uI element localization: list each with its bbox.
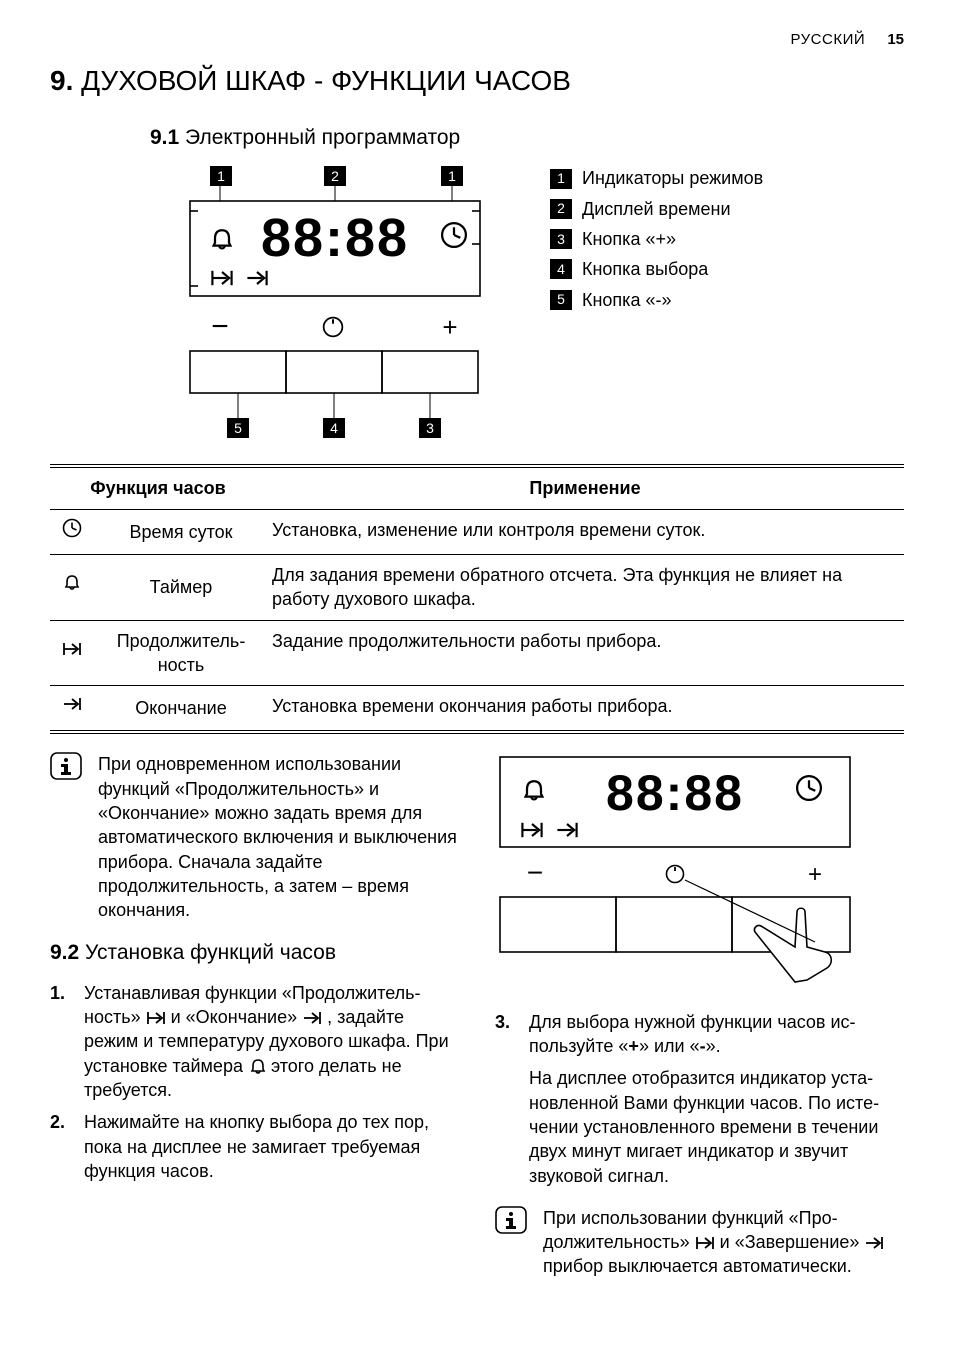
- func-desc: Установка, изменение или контроля времен…: [266, 509, 904, 554]
- legend-label: Индикаторы режимов: [582, 166, 763, 190]
- info-text: При одновременном использовании функций …: [98, 752, 459, 922]
- svg-text:3: 3: [426, 420, 434, 436]
- svg-text:2: 2: [331, 168, 339, 184]
- legend-item: 3 Кнопка «+»: [550, 227, 763, 251]
- list-item: 3. Для выбора нужной функции часов ис­по…: [495, 1010, 904, 1198]
- programmer-diagram: 88:88 − + 1 2 1: [150, 166, 520, 446]
- info-note-2: При использовании функций «Про­должитель…: [495, 1206, 904, 1279]
- legend-badge: 2: [550, 199, 572, 219]
- section-text: ДУХОВОЙ ШКАФ - ФУНКЦИИ ЧАСОВ: [81, 65, 571, 96]
- display-diagram-2: 88:88 − +: [495, 752, 865, 987]
- list-item: 1. Устанавливая функции «Продолжитель­но…: [50, 981, 459, 1102]
- table-row: Таймер Для задания времени обратного отс…: [50, 554, 904, 620]
- table-header: Функция часов: [50, 466, 266, 509]
- step-para: На дисплее отобразится индикатор уста­но…: [529, 1066, 904, 1187]
- step-num: 1.: [50, 981, 70, 1102]
- info-icon: [495, 1206, 529, 1236]
- bell-icon: [62, 573, 84, 595]
- legend-label: Дисплей времени: [582, 197, 731, 221]
- legend-item: 5 Кнопка «-»: [550, 288, 763, 312]
- list-item: 2. Нажимайте на кнопку выбора до тех пор…: [50, 1110, 459, 1183]
- legend-badge: 1: [550, 169, 572, 189]
- end-icon: [62, 694, 84, 716]
- svg-text:88:88: 88:88: [606, 765, 744, 821]
- bell-icon: [248, 1057, 266, 1075]
- section-title: 9. ДУХОВОЙ ШКАФ - ФУНКЦИИ ЧАСОВ: [50, 62, 904, 100]
- step-text: Нажимайте на кнопку выбора до тех пор, п…: [84, 1110, 459, 1183]
- legend-badge: 5: [550, 290, 572, 310]
- legend-label: Кнопка «+»: [582, 227, 676, 251]
- func-desc: Для задания времени обратного отсчета. Э…: [266, 554, 904, 620]
- svg-text:+: +: [442, 312, 457, 342]
- subsection-num: 9.2: [50, 941, 79, 964]
- duration-icon: [695, 1233, 715, 1251]
- duration-icon: [146, 1008, 166, 1026]
- table-row: Продолжитель­ность Задание продолжительн…: [50, 620, 904, 686]
- subsection-9-1: 9.1 Электронный программатор: [150, 124, 904, 152]
- legend-item: 4 Кнопка выбора: [550, 257, 763, 281]
- step-num: 3.: [495, 1010, 515, 1198]
- end-icon: [302, 1008, 322, 1026]
- func-name: Таймер: [96, 554, 266, 620]
- diagram-legend: 1 Индикаторы режимов 2 Дисплей времени 3 Кн…: [550, 166, 763, 317]
- svg-text:5: 5: [234, 420, 242, 436]
- svg-text:4: 4: [330, 420, 338, 436]
- step-text: Для выбора нужной функции часов ис­польз…: [529, 1010, 904, 1198]
- steps-list-cont: 3. Для выбора нужной функции часов ис­по…: [495, 1010, 904, 1198]
- section-num: 9.: [50, 65, 73, 96]
- legend-label: Кнопка выбора: [582, 257, 708, 281]
- steps-list: 1. Устанавливая функции «Продолжитель­но…: [50, 981, 459, 1183]
- table-row: Окончание Установка времени окончания ра…: [50, 686, 904, 733]
- legend-label: Кнопка «-»: [582, 288, 671, 312]
- subsection-text: Установка функций часов: [85, 941, 336, 964]
- info-icon: [50, 752, 84, 782]
- legend-item: 1 Индикаторы режимов: [550, 166, 763, 190]
- legend-badge: 3: [550, 229, 572, 249]
- end-icon: [864, 1233, 884, 1251]
- subsection-text: Электронный программатор: [185, 126, 460, 149]
- func-name: Окончание: [96, 686, 266, 733]
- header-lang: РУССКИЙ: [790, 31, 865, 48]
- table-row: Время суток Установка, изменение или кон…: [50, 509, 904, 554]
- svg-text:1: 1: [217, 168, 225, 184]
- func-name: Время суток: [96, 509, 266, 554]
- svg-text:+: +: [808, 861, 822, 888]
- step-num: 2.: [50, 1110, 70, 1183]
- info-note-1: При одновременном использовании функций …: [50, 752, 459, 922]
- svg-text:−: −: [527, 857, 543, 888]
- legend-badge: 4: [550, 259, 572, 279]
- clock-functions-table: Функция часов Применение Время суток Уст…: [50, 464, 904, 734]
- step-text: Устанавливая функции «Продолжитель­ность…: [84, 981, 459, 1102]
- svg-text:1: 1: [448, 168, 456, 184]
- display-text: 88:88: [261, 208, 409, 268]
- legend-item: 2 Дисплей времени: [550, 197, 763, 221]
- page-header: РУССКИЙ 15: [50, 30, 904, 50]
- header-page: 15: [887, 31, 904, 48]
- subsection-9-2: 9.2 Установка функций часов: [50, 939, 459, 967]
- clock-icon: [62, 518, 84, 540]
- func-desc: Задание продолжительности работы прибора…: [266, 620, 904, 686]
- svg-text:−: −: [211, 310, 229, 343]
- table-header: Применение: [266, 466, 904, 509]
- subsection-num: 9.1: [150, 126, 179, 149]
- duration-icon: [62, 639, 84, 661]
- func-desc: Установка времени окончания работы прибо…: [266, 686, 904, 733]
- func-name: Продолжитель­ность: [96, 620, 266, 686]
- info-text: При использовании функций «Про­должитель…: [543, 1206, 904, 1279]
